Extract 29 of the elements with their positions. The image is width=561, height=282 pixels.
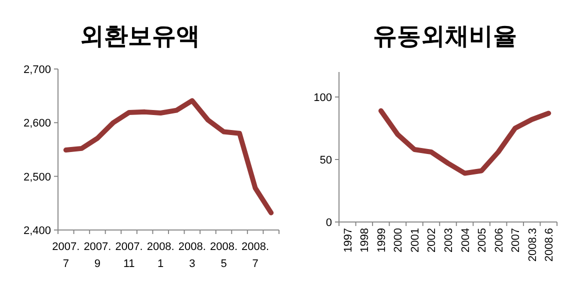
- x-tick-label: 2004: [460, 228, 472, 252]
- x-tick-label: 1997: [342, 228, 354, 252]
- x-tick-label: 2008.3: [526, 228, 539, 262]
- x-tick-label: 1999: [376, 228, 388, 252]
- y-tick-label: 2,400: [23, 225, 51, 237]
- x-tick-label: 1998: [359, 228, 372, 252]
- x-tick-label: 2005: [476, 228, 489, 252]
- x-tick-label: 2008. 7: [242, 241, 270, 270]
- y-tick-label: 0: [326, 217, 332, 229]
- x-tick-label: 2000: [392, 228, 405, 252]
- x-tick-label: 2001: [409, 228, 422, 252]
- x-tick-label: 2008. 1: [146, 241, 174, 270]
- x-tick-label: 2006: [493, 228, 506, 252]
- chart-title: 외환보유액: [80, 23, 200, 50]
- x-tick-label: 2007. 7: [52, 241, 80, 270]
- y-tick-label: 2,500: [23, 171, 51, 184]
- x-tick-label: 2002: [426, 228, 438, 252]
- x-tick-label: 2008. 5: [210, 241, 238, 270]
- chart-title: 유동외채비율: [373, 23, 517, 50]
- y-tick-label: 2,700: [23, 64, 51, 76]
- x-tick-label: 2007. 11: [115, 241, 143, 270]
- x-tick-label: 2003: [443, 228, 455, 252]
- x-tick-label: 2007. 9: [84, 241, 112, 270]
- x-tick-label: 2008.6: [544, 228, 556, 262]
- x-tick-label: 2008. 3: [178, 241, 206, 270]
- y-tick-label: 100: [314, 92, 332, 104]
- y-tick-label: 50: [320, 154, 332, 166]
- y-tick-label: 2,600: [23, 118, 51, 130]
- x-tick-label: 2007: [510, 228, 522, 252]
